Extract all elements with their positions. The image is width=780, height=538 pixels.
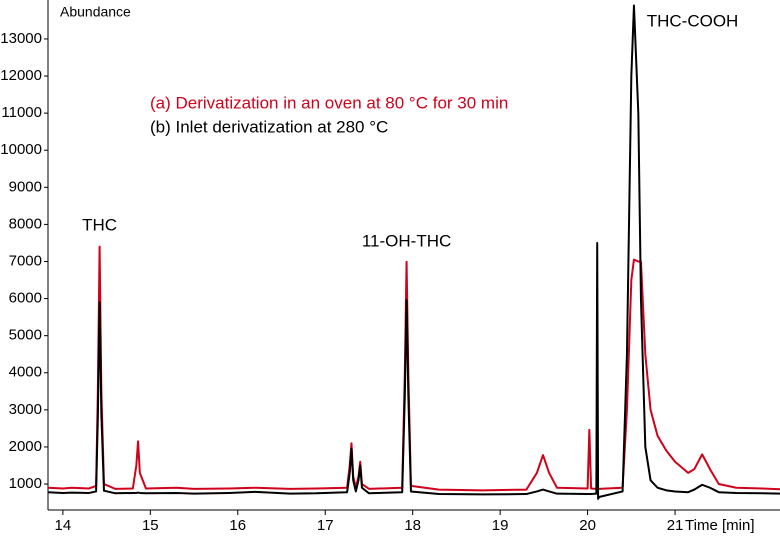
x-tick-label: 16 [229, 517, 246, 534]
y-tick-label: 11000 [1, 104, 42, 121]
legend-entry: (b) Inlet derivatization at 280 °C [150, 117, 388, 136]
y-tick-label: 4000 [9, 364, 42, 381]
x-tick-label: 15 [142, 517, 159, 534]
y-tick-label: 6000 [9, 290, 42, 307]
y-tick-label: 8000 [9, 215, 42, 232]
y-tick-label: 12000 [0, 67, 42, 84]
y-tick-label: 13000 [0, 30, 42, 47]
legend-entry: (a) Derivatization in an oven at 80 °C f… [150, 93, 508, 112]
x-tick-label: 19 [492, 517, 509, 534]
series-line [47, 4, 780, 500]
y-tick-label: 10000 [0, 141, 42, 158]
annotation: 11-OH-THC [362, 232, 451, 251]
annotation: THC [82, 216, 117, 235]
y-axis-label: Abundance [60, 4, 131, 20]
x-tick-label: 17 [317, 517, 334, 534]
x-axis-label: Time [min] [685, 517, 754, 534]
y-tick-label: 2000 [9, 438, 42, 455]
y-tick-label: 1000 [9, 475, 42, 492]
x-tick-label: 21 [667, 517, 684, 534]
x-tick-label: 20 [579, 517, 596, 534]
y-tick-label: 9000 [9, 178, 42, 195]
series-line [47, 245, 780, 492]
annotation: THC-COOH [647, 12, 739, 31]
x-tick-label: 18 [404, 517, 421, 534]
y-tick-label: 5000 [9, 327, 42, 344]
y-tick-label: 3000 [9, 401, 42, 418]
y-tick-label: 7000 [9, 252, 42, 269]
x-tick-label: 14 [55, 517, 72, 534]
